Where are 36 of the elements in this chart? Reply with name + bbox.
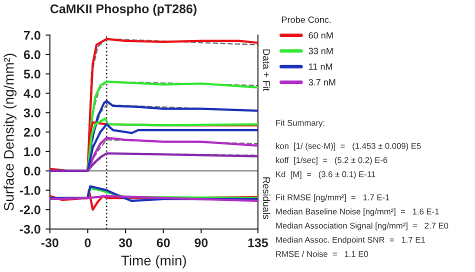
- x-tick-label: 0: [84, 238, 91, 248]
- text: Residuals: [262, 177, 270, 219]
- y-tick-label: 0.0: [24, 166, 40, 176]
- x-tick-label: 60: [156, 238, 170, 248]
- y-tick-label: 3.0: [24, 108, 40, 118]
- text: koff [1/sec] = (5.2 ± 0.2) E-6: [276, 156, 388, 165]
- y-tick-label: 5.0: [24, 70, 40, 79]
- text: Kd [M] = (3.6 ± 0.1) E-11: [276, 171, 376, 179]
- legend-label: 3.7 nM: [308, 79, 336, 86]
- y-tick-label: 1.0: [24, 147, 40, 156]
- y-tick-label: -1.0: [20, 186, 40, 195]
- x-axis-title: Time (min): [121, 255, 186, 268]
- legend-label: 11 nM: [309, 64, 332, 70]
- x-tick-label: 90: [194, 238, 208, 248]
- y-tick-label: -2.0: [20, 205, 40, 214]
- y-axis-title: Surface Density (ng/mm²): [4, 54, 17, 211]
- y-tick-label: 7.0: [24, 30, 40, 40]
- text: Median Baseline Noise [ng/mm²] = 1.6 E-1: [276, 208, 439, 216]
- x-tick-label: 135: [248, 238, 268, 248]
- y-tick-label: 4.0: [24, 89, 40, 98]
- text: RMSE / Noise = 1.1 E0: [276, 250, 368, 257]
- text: Fit Summary:: [276, 120, 324, 128]
- x-tick-label: -30: [41, 238, 58, 248]
- text: Data + Fit: [262, 49, 270, 92]
- y-tick-label: 6.0: [24, 50, 40, 60]
- text: kon [1/ (sec·M)] = (1.453 ± 0.009) E5: [276, 142, 421, 151]
- text: Fit RMSE [ng/mm²] = 1.7 E-1: [276, 194, 390, 202]
- text: Median Association Signal [ng/mm²] = 2.7 E0: [276, 222, 448, 230]
- text: Median Assoc. Endpoint SNR = 1.7 E1: [276, 236, 425, 244]
- y-tick-label: 2.0: [24, 128, 40, 137]
- legend-label: 33 nM: [308, 48, 333, 54]
- chart-title: CaMKII Phospho (pT286): [50, 4, 196, 16]
- legend-title: Probe Conc.: [282, 16, 331, 23]
- x-tick-label: 30: [118, 238, 132, 248]
- y-tick-label: -3.0: [20, 224, 40, 234]
- legend-label: 60 nM: [308, 32, 333, 39]
